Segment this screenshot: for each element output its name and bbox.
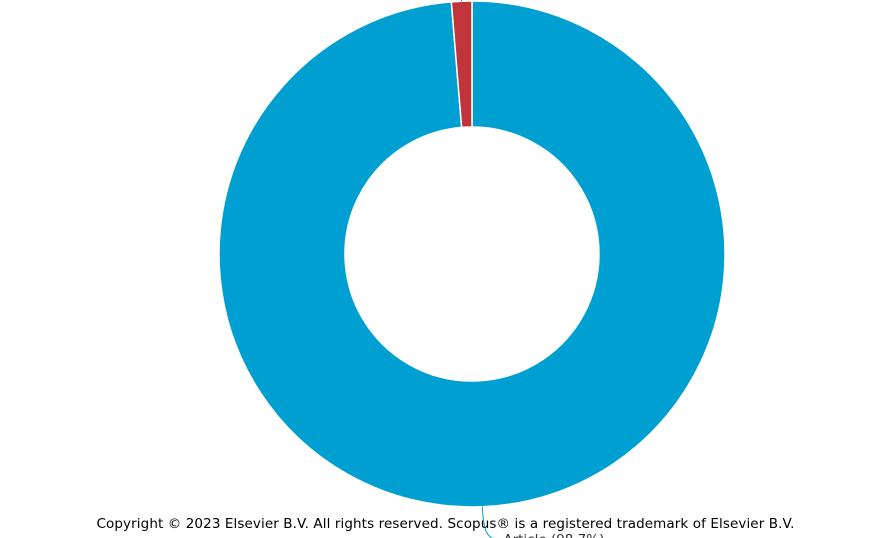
- slice-article[interactable]: [218, 0, 726, 508]
- connector-article: [481, 506, 494, 538]
- copyright-footer: Copyright © 2023 Elsevier B.V. All right…: [96, 516, 795, 532]
- slice-conference-pape[interactable]: [450, 0, 473, 129]
- label-article: Article (98.7%): [503, 532, 604, 538]
